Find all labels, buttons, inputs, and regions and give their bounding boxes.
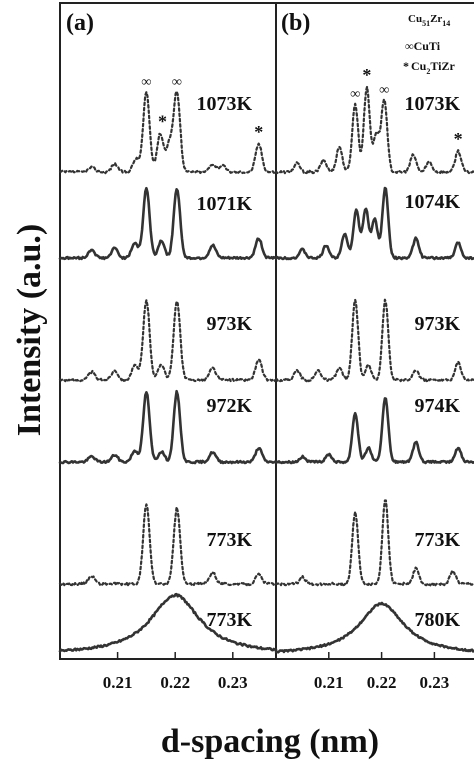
legend: Cu51Zr14 ∞CuTi * Cu2TiZr — [403, 13, 455, 76]
trace-1074k-solid — [274, 186, 474, 261]
x-tick-label: 0.21 — [314, 673, 344, 692]
series-label: 973K — [206, 313, 252, 335]
x-tick-label: 0.23 — [420, 673, 450, 692]
infinity-marker: ∞ — [350, 87, 360, 102]
x-axis-title: d-spacing (nm) — [161, 723, 379, 760]
infinity-icon: ∞ — [405, 39, 414, 53]
series-label: 773K — [206, 609, 252, 631]
trace-773k-dotted — [58, 503, 278, 587]
series-label: 773K — [206, 529, 252, 551]
trace-780k-solid — [274, 601, 474, 654]
trace-972k-solid — [58, 389, 278, 465]
asterisk-marker: * — [362, 65, 371, 85]
legend-item-cu51zr14: Cu51Zr14 — [408, 13, 450, 28]
y-axis-title: Intensity (a.u.) — [11, 224, 48, 437]
series-label: 780K — [414, 609, 460, 631]
series-label: 973K — [414, 313, 460, 335]
asterisk-marker: * — [254, 122, 263, 142]
series-label: 1074K — [404, 191, 460, 213]
trace-1073k-dotted — [274, 85, 474, 175]
series-label: 974K — [414, 395, 460, 417]
x-tick-label: 0.21 — [103, 673, 133, 692]
asterisk-icon: * — [403, 59, 409, 73]
panel-b-label: (b) — [281, 10, 310, 36]
series-label: 773K — [414, 529, 460, 551]
asterisk-marker: * — [158, 112, 167, 132]
panel-b-frame — [275, 2, 474, 660]
trace-973k-dotted — [58, 299, 278, 383]
x-tick-label: 0.22 — [367, 673, 397, 692]
trace-773k-dotted — [274, 499, 474, 587]
panel-a-label: (a) — [66, 10, 94, 36]
series-label: 1071K — [196, 193, 252, 215]
infinity-marker: ∞ — [379, 83, 389, 98]
trace-1071k-solid — [58, 186, 278, 261]
asterisk-marker: * — [454, 129, 463, 149]
legend-item-cuti: ∞CuTi — [405, 39, 441, 53]
trace-974k-solid — [274, 397, 474, 465]
infinity-marker: ∞ — [141, 75, 151, 90]
x-tick-label: 0.22 — [160, 673, 190, 692]
series-label: 1073K — [196, 93, 252, 115]
legend-item-cu2tizr: * Cu2TiZr — [403, 59, 455, 76]
x-tick-label: 0.23 — [218, 673, 248, 692]
infinity-marker: ∞ — [172, 75, 182, 90]
trace-773k-solid — [58, 592, 278, 653]
trace-1073k-dotted — [58, 90, 278, 175]
series-label: 1073K — [404, 93, 460, 115]
trace-973k-dotted — [274, 298, 474, 383]
series-label: 972K — [206, 395, 252, 417]
